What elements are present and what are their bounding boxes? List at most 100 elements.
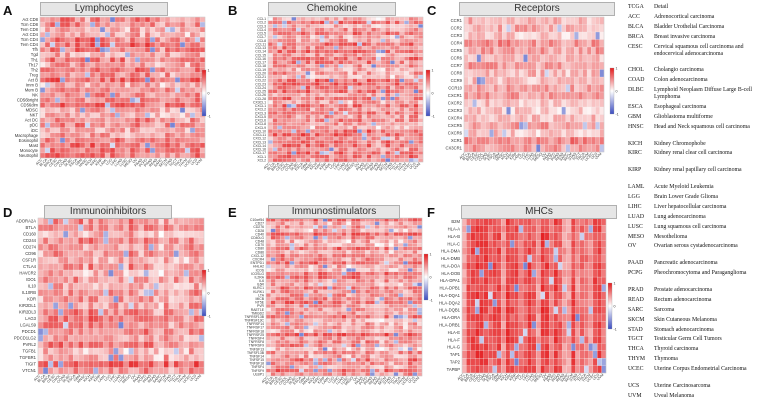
heat-cell — [277, 35, 283, 40]
heat-cell — [265, 232, 272, 237]
heat-cell — [355, 296, 361, 301]
heat-cell — [417, 329, 423, 334]
heat-cell — [144, 77, 151, 83]
heat-cell — [138, 269, 144, 277]
heat-cell — [417, 311, 423, 316]
heat-cell — [540, 54, 545, 63]
heat-cell — [143, 341, 149, 349]
heat-cell — [281, 140, 288, 145]
row-label: CCL19 — [255, 68, 266, 72]
heat-cell — [73, 282, 79, 290]
heat-cell — [548, 129, 554, 138]
heat-cell — [379, 250, 385, 255]
heat-cell — [418, 49, 424, 54]
heat-cell — [352, 89, 358, 94]
heat-cell — [497, 99, 503, 108]
heat-cell — [328, 64, 335, 69]
heat-cell — [399, 49, 405, 54]
heat-cell — [379, 225, 385, 230]
heat-cell — [402, 293, 409, 298]
heat-cell — [502, 69, 507, 78]
heat-cell — [336, 325, 342, 330]
heat-cell — [173, 263, 180, 271]
heat-cell — [355, 253, 361, 258]
heat-cell — [168, 237, 175, 245]
heat-cell — [531, 24, 537, 33]
heat-cell — [417, 322, 423, 327]
heat-cell — [393, 225, 399, 230]
heat-cell — [540, 91, 545, 100]
heat-cell — [350, 311, 357, 316]
heat-cell — [557, 144, 562, 153]
heat-cell — [163, 256, 170, 264]
heat-cell — [275, 271, 281, 276]
heat-cell — [371, 125, 377, 130]
column-label: CESC — [46, 374, 56, 384]
heat-cell — [272, 85, 278, 90]
heat-cell — [408, 151, 414, 156]
heat-cell — [88, 328, 94, 336]
heat-cell — [189, 67, 196, 73]
row-label: CXCL12 — [253, 137, 266, 141]
heat-cell — [138, 282, 144, 290]
heat-cell — [332, 300, 338, 305]
heat-cell — [49, 137, 56, 144]
heat-cell — [138, 315, 144, 323]
heat-cell — [347, 89, 353, 94]
heat-cell — [124, 122, 131, 129]
heat-cell — [286, 53, 292, 58]
heat-cell — [69, 37, 76, 43]
heat-cell — [402, 275, 409, 280]
heat-cell — [352, 147, 358, 152]
heat-cell — [59, 67, 66, 73]
heat-cell — [314, 31, 320, 36]
heat-cell — [169, 31, 176, 38]
heat-cell — [277, 24, 283, 29]
heat-cell — [164, 132, 171, 139]
heat-cell — [44, 117, 51, 124]
heat-cell — [308, 322, 314, 327]
heat-cell — [412, 243, 418, 248]
heat-cell — [408, 154, 414, 159]
heat-cell — [374, 325, 380, 330]
heat-cell — [322, 246, 328, 251]
heat-cell — [154, 137, 161, 144]
heat-cell — [389, 42, 396, 47]
heat-cell — [327, 307, 333, 312]
heat-cell — [168, 334, 175, 342]
heat-cell — [347, 64, 353, 69]
heat-cell — [143, 334, 149, 342]
heat-cell — [296, 93, 302, 98]
heat-cell — [59, 142, 66, 149]
heat-cell — [108, 328, 114, 336]
heat-cell — [385, 20, 391, 25]
heat-cell — [154, 42, 161, 48]
heat-cell — [380, 60, 386, 65]
heat-cell — [138, 328, 144, 336]
heat-cell — [357, 20, 363, 25]
heat-cell — [189, 97, 196, 103]
heat-cell — [412, 239, 418, 244]
heat-cell — [277, 67, 283, 72]
colorbar-tick-label: 0 — [208, 292, 210, 296]
row-label: CCL21 — [255, 75, 266, 79]
heat-cell — [159, 87, 166, 93]
heat-cell — [347, 147, 353, 152]
heat-cell — [369, 260, 376, 265]
heat-cell — [104, 72, 111, 78]
heat-cell — [103, 276, 109, 284]
heat-cell — [369, 332, 376, 337]
heat-cell — [408, 103, 414, 108]
heat-cell — [68, 237, 74, 245]
heat-cell — [267, 16, 273, 21]
heat-cell — [308, 271, 314, 276]
heat-cell — [153, 328, 160, 336]
heat-cell — [374, 239, 380, 244]
heat-cell — [319, 89, 325, 94]
heat-cell — [103, 243, 109, 251]
heat-cell — [379, 264, 385, 269]
heat-cell — [480, 61, 486, 70]
heat-cell — [380, 82, 386, 87]
heat-cell — [89, 16, 96, 23]
heat-cell — [281, 103, 288, 108]
